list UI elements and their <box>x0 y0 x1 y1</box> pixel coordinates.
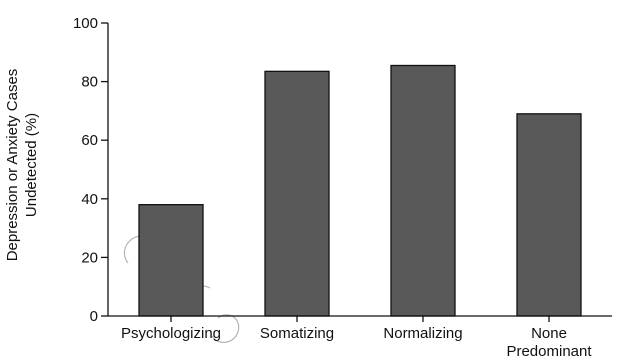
bar-0 <box>138 204 204 317</box>
x-category-label: Psychologizing <box>121 325 221 342</box>
bar-1 <box>264 70 330 317</box>
y-tick-label: 80 <box>81 74 98 91</box>
bars <box>138 64 582 317</box>
y-axis: 0 20 40 60 80 100 <box>73 15 109 325</box>
bar-2 <box>390 64 456 317</box>
x-category-label: Normalizing <box>383 325 462 342</box>
x-category-label: Predominant <box>506 343 592 360</box>
y-axis-title-line-2: Undetected (%) <box>23 113 40 217</box>
x-category-label: None <box>531 325 567 342</box>
y-tick-label: 100 <box>73 15 98 32</box>
y-axis-title-line-1: Depression or Anxiety Cases <box>4 69 21 262</box>
y-tick-label: 60 <box>81 132 98 149</box>
y-tick-label: 0 <box>90 308 98 325</box>
y-tick-label: 20 <box>81 249 98 266</box>
y-tick-label: 40 <box>81 191 98 208</box>
x-axis: Psychologizing Somatizing Normalizing NoneP… <box>108 315 612 360</box>
y-axis-title: Depression or Anxiety Cases Undetected (… <box>4 69 40 262</box>
x-category-label: Somatizing <box>260 325 334 342</box>
bar-3 <box>516 113 582 317</box>
